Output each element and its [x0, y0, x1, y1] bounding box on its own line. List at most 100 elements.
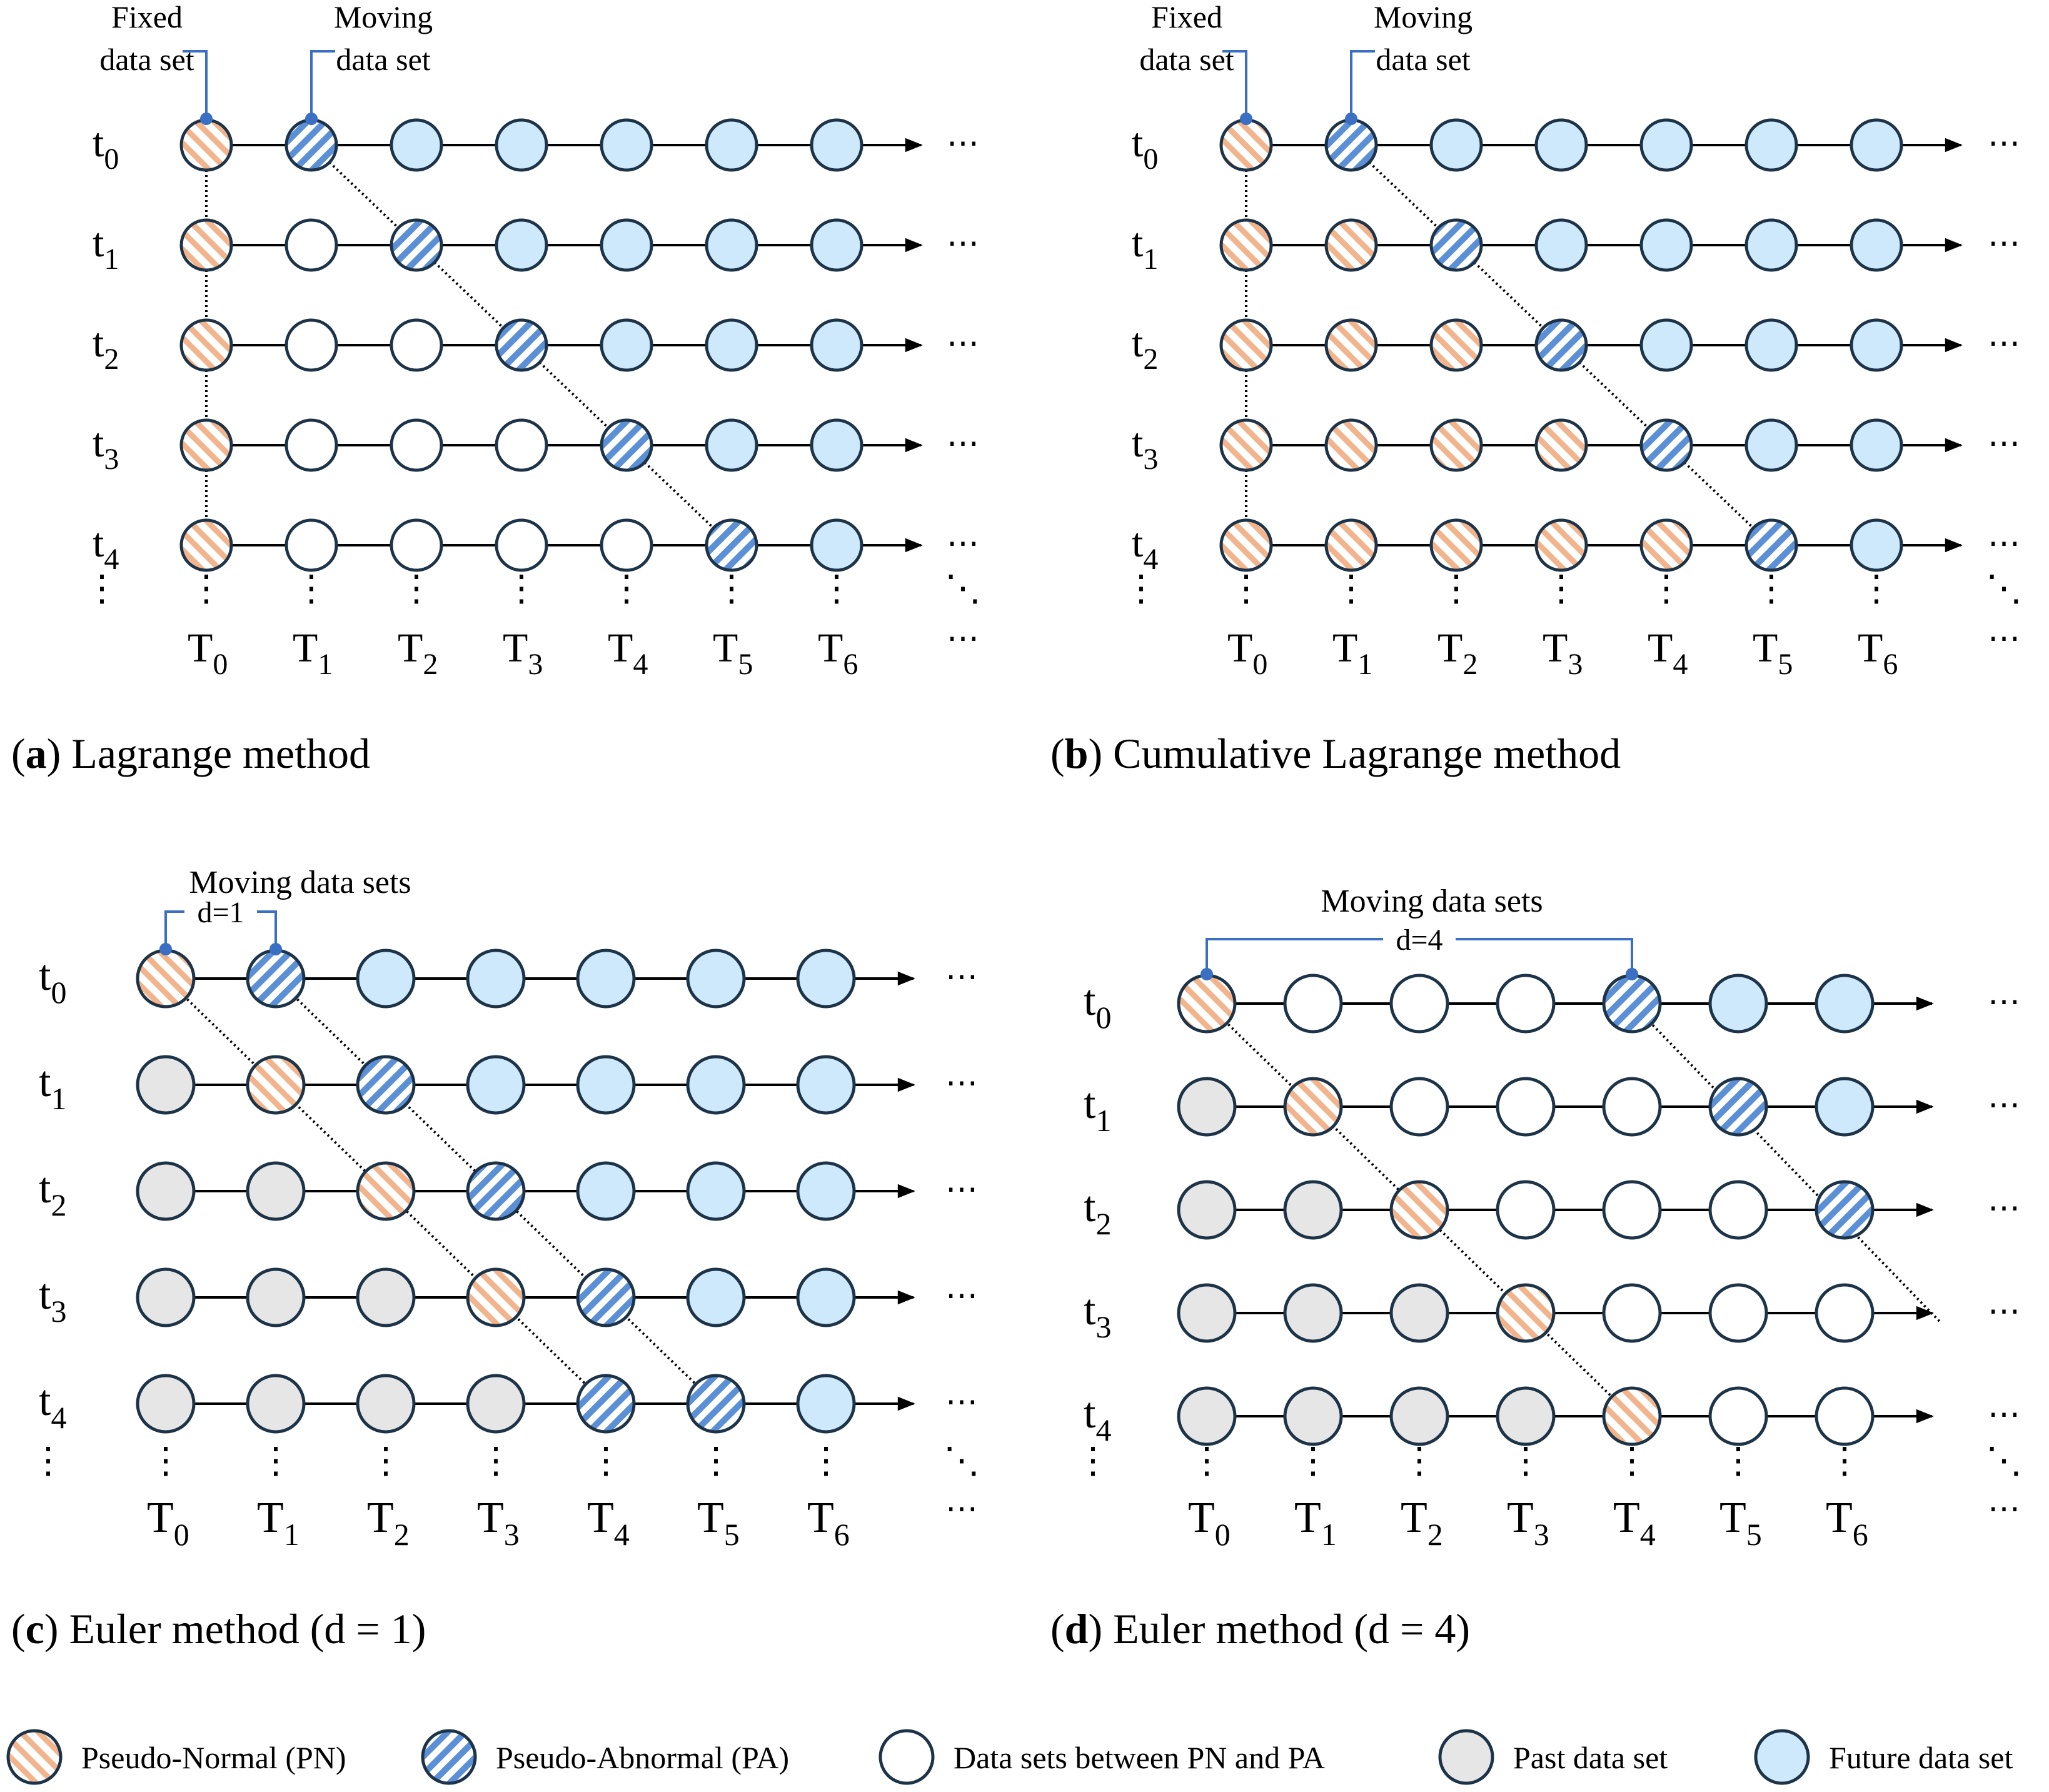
- future-node: [796, 949, 856, 1009]
- distance-label: d=4: [1396, 924, 1442, 957]
- col-label-T2: T2: [398, 625, 438, 681]
- legend-label: Future data set: [1829, 1740, 2013, 1775]
- row-label-t3: t3: [1084, 1286, 1111, 1344]
- col-label-T3: T3: [477, 1494, 520, 1552]
- col-label-T5: T5: [713, 625, 753, 681]
- row-label-t2: t2: [93, 320, 119, 376]
- pseudo-normal-node: [1534, 418, 1588, 472]
- pseudo-normal-node: [179, 218, 233, 272]
- pseudo-normal-node: [1639, 518, 1693, 572]
- caption-c: (c) Euler method (d = 1): [11, 1605, 426, 1653]
- horizontal-ellipsis: ⋯: [1988, 984, 2020, 1020]
- past-node: [246, 1267, 306, 1327]
- horizontal-ellipsis: ⋯: [945, 1491, 978, 1527]
- legend-label: Data sets between PN and PA: [954, 1740, 1325, 1775]
- pseudo-normal-node: [1219, 318, 1273, 372]
- future-node: [495, 218, 548, 272]
- horizontal-ellipsis: ⋯: [1988, 1491, 2020, 1527]
- pseudo-abnormal-node: [576, 1374, 636, 1434]
- between-node: [1708, 1180, 1768, 1240]
- future-node: [686, 1161, 746, 1221]
- vertical-ellipsis: ⋮: [1438, 568, 1474, 608]
- between-node: [284, 318, 338, 372]
- moving-data-set-label: Moving data set: [1374, 0, 1473, 77]
- future-node: [1708, 974, 1768, 1034]
- future-node: [1850, 218, 1903, 272]
- future-node: [705, 318, 758, 372]
- future-node: [1744, 118, 1798, 172]
- moving-callout-line: [310, 50, 335, 118]
- vertical-ellipsis: ⋮: [293, 568, 330, 608]
- horizontal-ellipsis: ⋯: [945, 1065, 978, 1101]
- vertical-ellipsis: ⋮: [148, 1440, 184, 1481]
- row-label-t1: t1: [39, 1058, 66, 1116]
- future-node: [796, 1267, 856, 1327]
- between-node: [1389, 974, 1449, 1034]
- col-label-T4: T4: [587, 1494, 630, 1552]
- pseudo-normal-node: [1496, 1283, 1556, 1343]
- pseudo-normal-node: [179, 418, 233, 472]
- row-label-t0: t0: [1084, 977, 1111, 1035]
- future-node: [576, 1161, 636, 1221]
- bracket-dot: [1201, 968, 1213, 980]
- pseudo-normal-node: [136, 949, 196, 1009]
- vertical-ellipsis: ⋮: [1075, 1440, 1111, 1481]
- row-label-t2: t2: [39, 1164, 66, 1222]
- vertical-ellipsis: ⋮: [1228, 568, 1264, 608]
- moving-data-sets-label: Moving data sets: [189, 865, 411, 900]
- between-node: [1602, 1077, 1662, 1137]
- future-node: [1744, 418, 1798, 472]
- bracket-dot: [269, 943, 282, 955]
- col-label-T3: T3: [1543, 625, 1583, 681]
- pseudo-abnormal-node: [1534, 318, 1588, 372]
- future-node: [600, 218, 653, 272]
- future-node: [466, 1055, 526, 1115]
- pseudo-normal-node: [1219, 418, 1273, 472]
- between-node: [284, 518, 338, 572]
- future-node: [1639, 318, 1693, 372]
- horizontal-ellipsis: ⋯: [1988, 1190, 2020, 1226]
- pseudo-normal-node: [1177, 974, 1237, 1034]
- past-node: [1496, 1386, 1556, 1446]
- panel-cumulative-lagrange: t0 ⋯ t1 ⋯ t2 ⋯ t3 ⋯ t4 ⋯ ⋮ ⋮ ⋮ ⋮ ⋮ ⋮ ⋮ ⋮ ⋱ ⋯ T0 T1 T2 T3 T4 T5 T6 F…: [1123, 0, 2022, 681]
- future-node: [810, 518, 863, 572]
- distance-label: d=1: [197, 896, 244, 929]
- past-node: [1177, 1077, 1237, 1137]
- between-node: [390, 518, 443, 572]
- pseudo-normal-node: [1389, 1180, 1449, 1240]
- future-node: [810, 218, 863, 272]
- future-node: [1850, 318, 1903, 372]
- vertical-ellipsis: ⋮: [1753, 568, 1790, 608]
- horizontal-ellipsis: ⋯: [947, 126, 979, 161]
- vertical-ellipsis: ⋮: [188, 568, 224, 608]
- horizontal-ellipsis: ⋯: [1988, 1087, 2020, 1123]
- pseudo-abnormal-node: [466, 1161, 526, 1221]
- past-node: [136, 1055, 196, 1115]
- between-node: [1496, 974, 1556, 1034]
- pseudo-abnormal-node: [1639, 418, 1693, 472]
- distance-bracket: [257, 910, 277, 949]
- fixed-callout-line: [183, 50, 208, 118]
- vertical-ellipsis: ⋮: [1826, 1440, 1863, 1481]
- legend: Pseudo-Normal (PN) Pseudo-Abnormal (PA) Da…: [6, 1729, 2013, 1785]
- horizontal-ellipsis: ⋯: [947, 326, 979, 361]
- future-node: [356, 949, 416, 1009]
- trajectory-line: [1631, 1002, 1943, 1324]
- col-label-T6: T6: [1858, 625, 1898, 681]
- distance-bracket: [1456, 938, 1633, 974]
- between-node: [495, 418, 548, 472]
- legend-swatch-pn: [6, 1729, 63, 1785]
- vertical-ellipsis: ⋮: [713, 568, 750, 608]
- row-label-t2: t2: [1132, 320, 1158, 376]
- vertical-ellipsis: ⋮: [30, 1440, 66, 1481]
- vertical-ellipsis: ⋮: [1401, 1440, 1437, 1481]
- past-node: [136, 1267, 196, 1327]
- col-label-T5: T5: [697, 1494, 740, 1552]
- col-label-T1: T1: [1332, 625, 1372, 681]
- horizontal-ellipsis: ⋯: [1988, 621, 2020, 657]
- col-label-T6: T6: [807, 1494, 850, 1552]
- between-node: [1389, 1077, 1449, 1137]
- between-node: [495, 518, 548, 572]
- future-node: [810, 318, 863, 372]
- vertical-ellipsis: ⋮: [1333, 568, 1369, 608]
